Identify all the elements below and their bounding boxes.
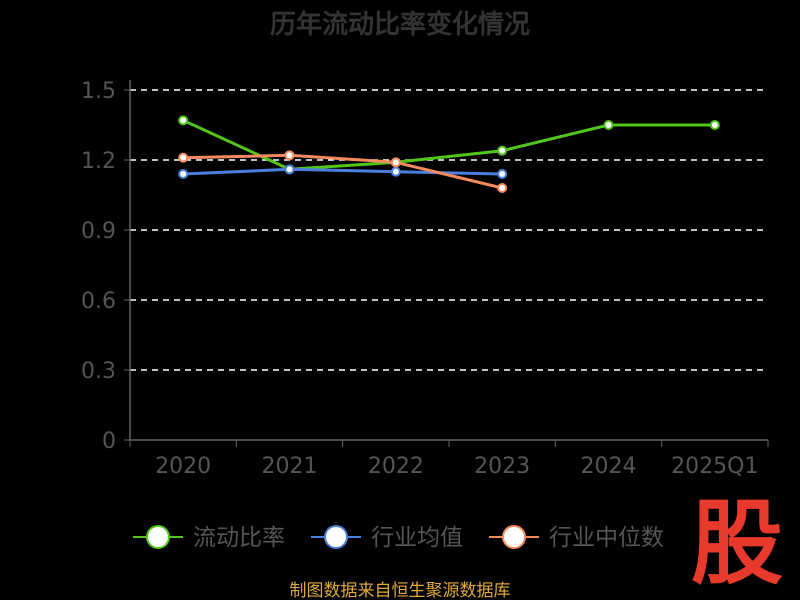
y-tick-label: 0.3 [81, 359, 116, 384]
logo-mark: 股 [691, 490, 783, 597]
legend-item: 流动比率 [133, 525, 285, 551]
legend: 流动比率 行业均值 行业中位数 [133, 525, 664, 551]
series-行业均值 [178, 164, 508, 179]
series-line [183, 153, 503, 190]
x-tick-label: 2023 [474, 454, 530, 479]
y-tick-label: 1.2 [81, 149, 116, 174]
axes [124, 80, 769, 447]
y-tick-label: 0.6 [81, 289, 116, 314]
series-流动比率 [178, 115, 720, 175]
legend-label: 行业均值 [371, 525, 463, 551]
data-point [390, 157, 401, 168]
gridlines [130, 89, 768, 371]
data-point [709, 120, 720, 130]
series-group [178, 115, 720, 193]
data-point [390, 166, 401, 177]
legend-item: 行业均值 [311, 525, 463, 551]
chart-title: 历年流动比率变化情况 [270, 9, 530, 40]
data-point [603, 120, 614, 130]
legend-label: 流动比率 [193, 525, 285, 551]
x-tick-label: 2022 [368, 454, 424, 479]
data-point [284, 164, 295, 175]
legend-swatch-marker [502, 525, 526, 549]
legend-swatch-marker [324, 525, 348, 549]
legend-item: 行业中位数 [489, 525, 664, 551]
data-point [284, 150, 295, 161]
data-point [497, 145, 508, 156]
data-point [497, 169, 508, 179]
series-line [183, 167, 503, 176]
data-point [178, 115, 189, 126]
legend-swatch-marker [146, 525, 170, 549]
y-tick-label: 1.5 [81, 79, 116, 104]
data-point [178, 169, 189, 179]
data-point [497, 183, 508, 193]
series-行业中位数 [178, 150, 508, 193]
source-note: 制图数据来自恒生聚源数据库 [290, 581, 511, 600]
y-tick-label: 0.9 [81, 219, 116, 244]
x-tick-label: 2025Q1 [671, 454, 758, 479]
x-tick-label: 2020 [155, 454, 211, 479]
y-axis-ticks: 0 0.3 0.6 0.9 1.2 1.5 [81, 79, 116, 454]
x-tick-label: 2021 [262, 454, 318, 479]
legend-label: 行业中位数 [549, 525, 664, 551]
series-line [182, 118, 715, 171]
data-point [178, 152, 189, 163]
x-tick-label: 2024 [581, 454, 637, 479]
y-tick-label: 0 [102, 429, 116, 454]
x-axis-ticks: 2020 2021 2022 2023 2024 2025Q1 [155, 454, 758, 479]
